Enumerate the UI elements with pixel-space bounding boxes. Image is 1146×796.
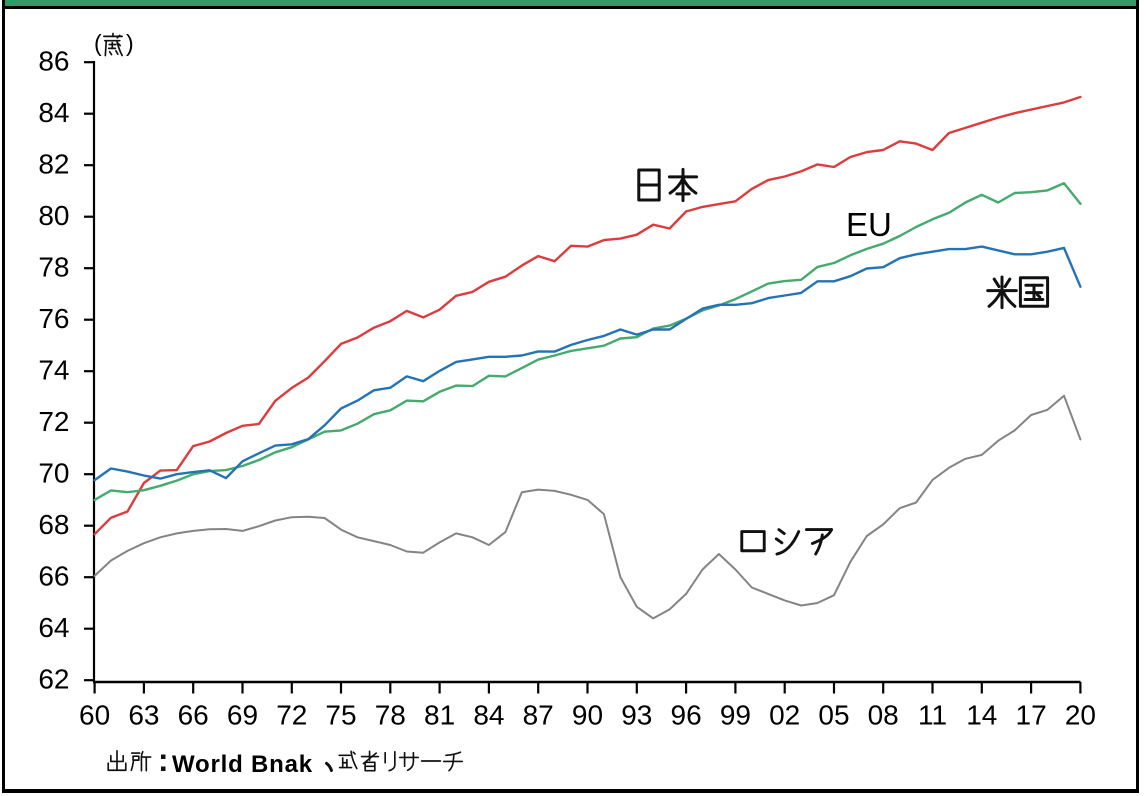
svg-text:87: 87 bbox=[523, 700, 554, 731]
svg-text:82: 82 bbox=[38, 148, 69, 179]
svg-text:81: 81 bbox=[424, 700, 455, 731]
svg-text:World Bnak: World Bnak bbox=[172, 751, 313, 778]
svg-text:62: 62 bbox=[38, 663, 69, 694]
svg-text:84: 84 bbox=[473, 700, 504, 731]
svg-text:05: 05 bbox=[818, 700, 849, 731]
svg-text:): ) bbox=[126, 30, 134, 56]
svg-text:EU: EU bbox=[846, 206, 892, 243]
svg-text:72: 72 bbox=[38, 406, 69, 437]
svg-text:(: ( bbox=[94, 30, 102, 56]
svg-text:60: 60 bbox=[79, 700, 110, 731]
svg-text:66: 66 bbox=[38, 560, 69, 591]
svg-text:80: 80 bbox=[38, 200, 69, 231]
svg-text:86: 86 bbox=[38, 45, 69, 76]
svg-text:63: 63 bbox=[128, 700, 159, 731]
svg-text:96: 96 bbox=[671, 700, 702, 731]
svg-text:75: 75 bbox=[325, 700, 356, 731]
svg-text:93: 93 bbox=[621, 700, 652, 731]
svg-text:90: 90 bbox=[572, 700, 603, 731]
svg-text:78: 78 bbox=[38, 251, 69, 282]
svg-text:02: 02 bbox=[769, 700, 800, 731]
svg-text:11: 11 bbox=[918, 700, 947, 731]
svg-text:99: 99 bbox=[720, 700, 751, 731]
svg-text:72: 72 bbox=[276, 700, 307, 731]
svg-text:17: 17 bbox=[1016, 700, 1047, 731]
svg-text:74: 74 bbox=[38, 354, 69, 385]
svg-text:84: 84 bbox=[38, 97, 69, 128]
svg-text:78: 78 bbox=[375, 700, 406, 731]
svg-text:64: 64 bbox=[38, 612, 69, 643]
svg-text:70: 70 bbox=[38, 457, 69, 488]
svg-text:08: 08 bbox=[868, 700, 899, 731]
svg-text:68: 68 bbox=[38, 509, 69, 540]
svg-text:14: 14 bbox=[966, 700, 997, 731]
svg-text:69: 69 bbox=[227, 700, 258, 731]
svg-text:20: 20 bbox=[1065, 700, 1096, 731]
svg-text:76: 76 bbox=[38, 303, 69, 334]
svg-text:66: 66 bbox=[178, 700, 209, 731]
